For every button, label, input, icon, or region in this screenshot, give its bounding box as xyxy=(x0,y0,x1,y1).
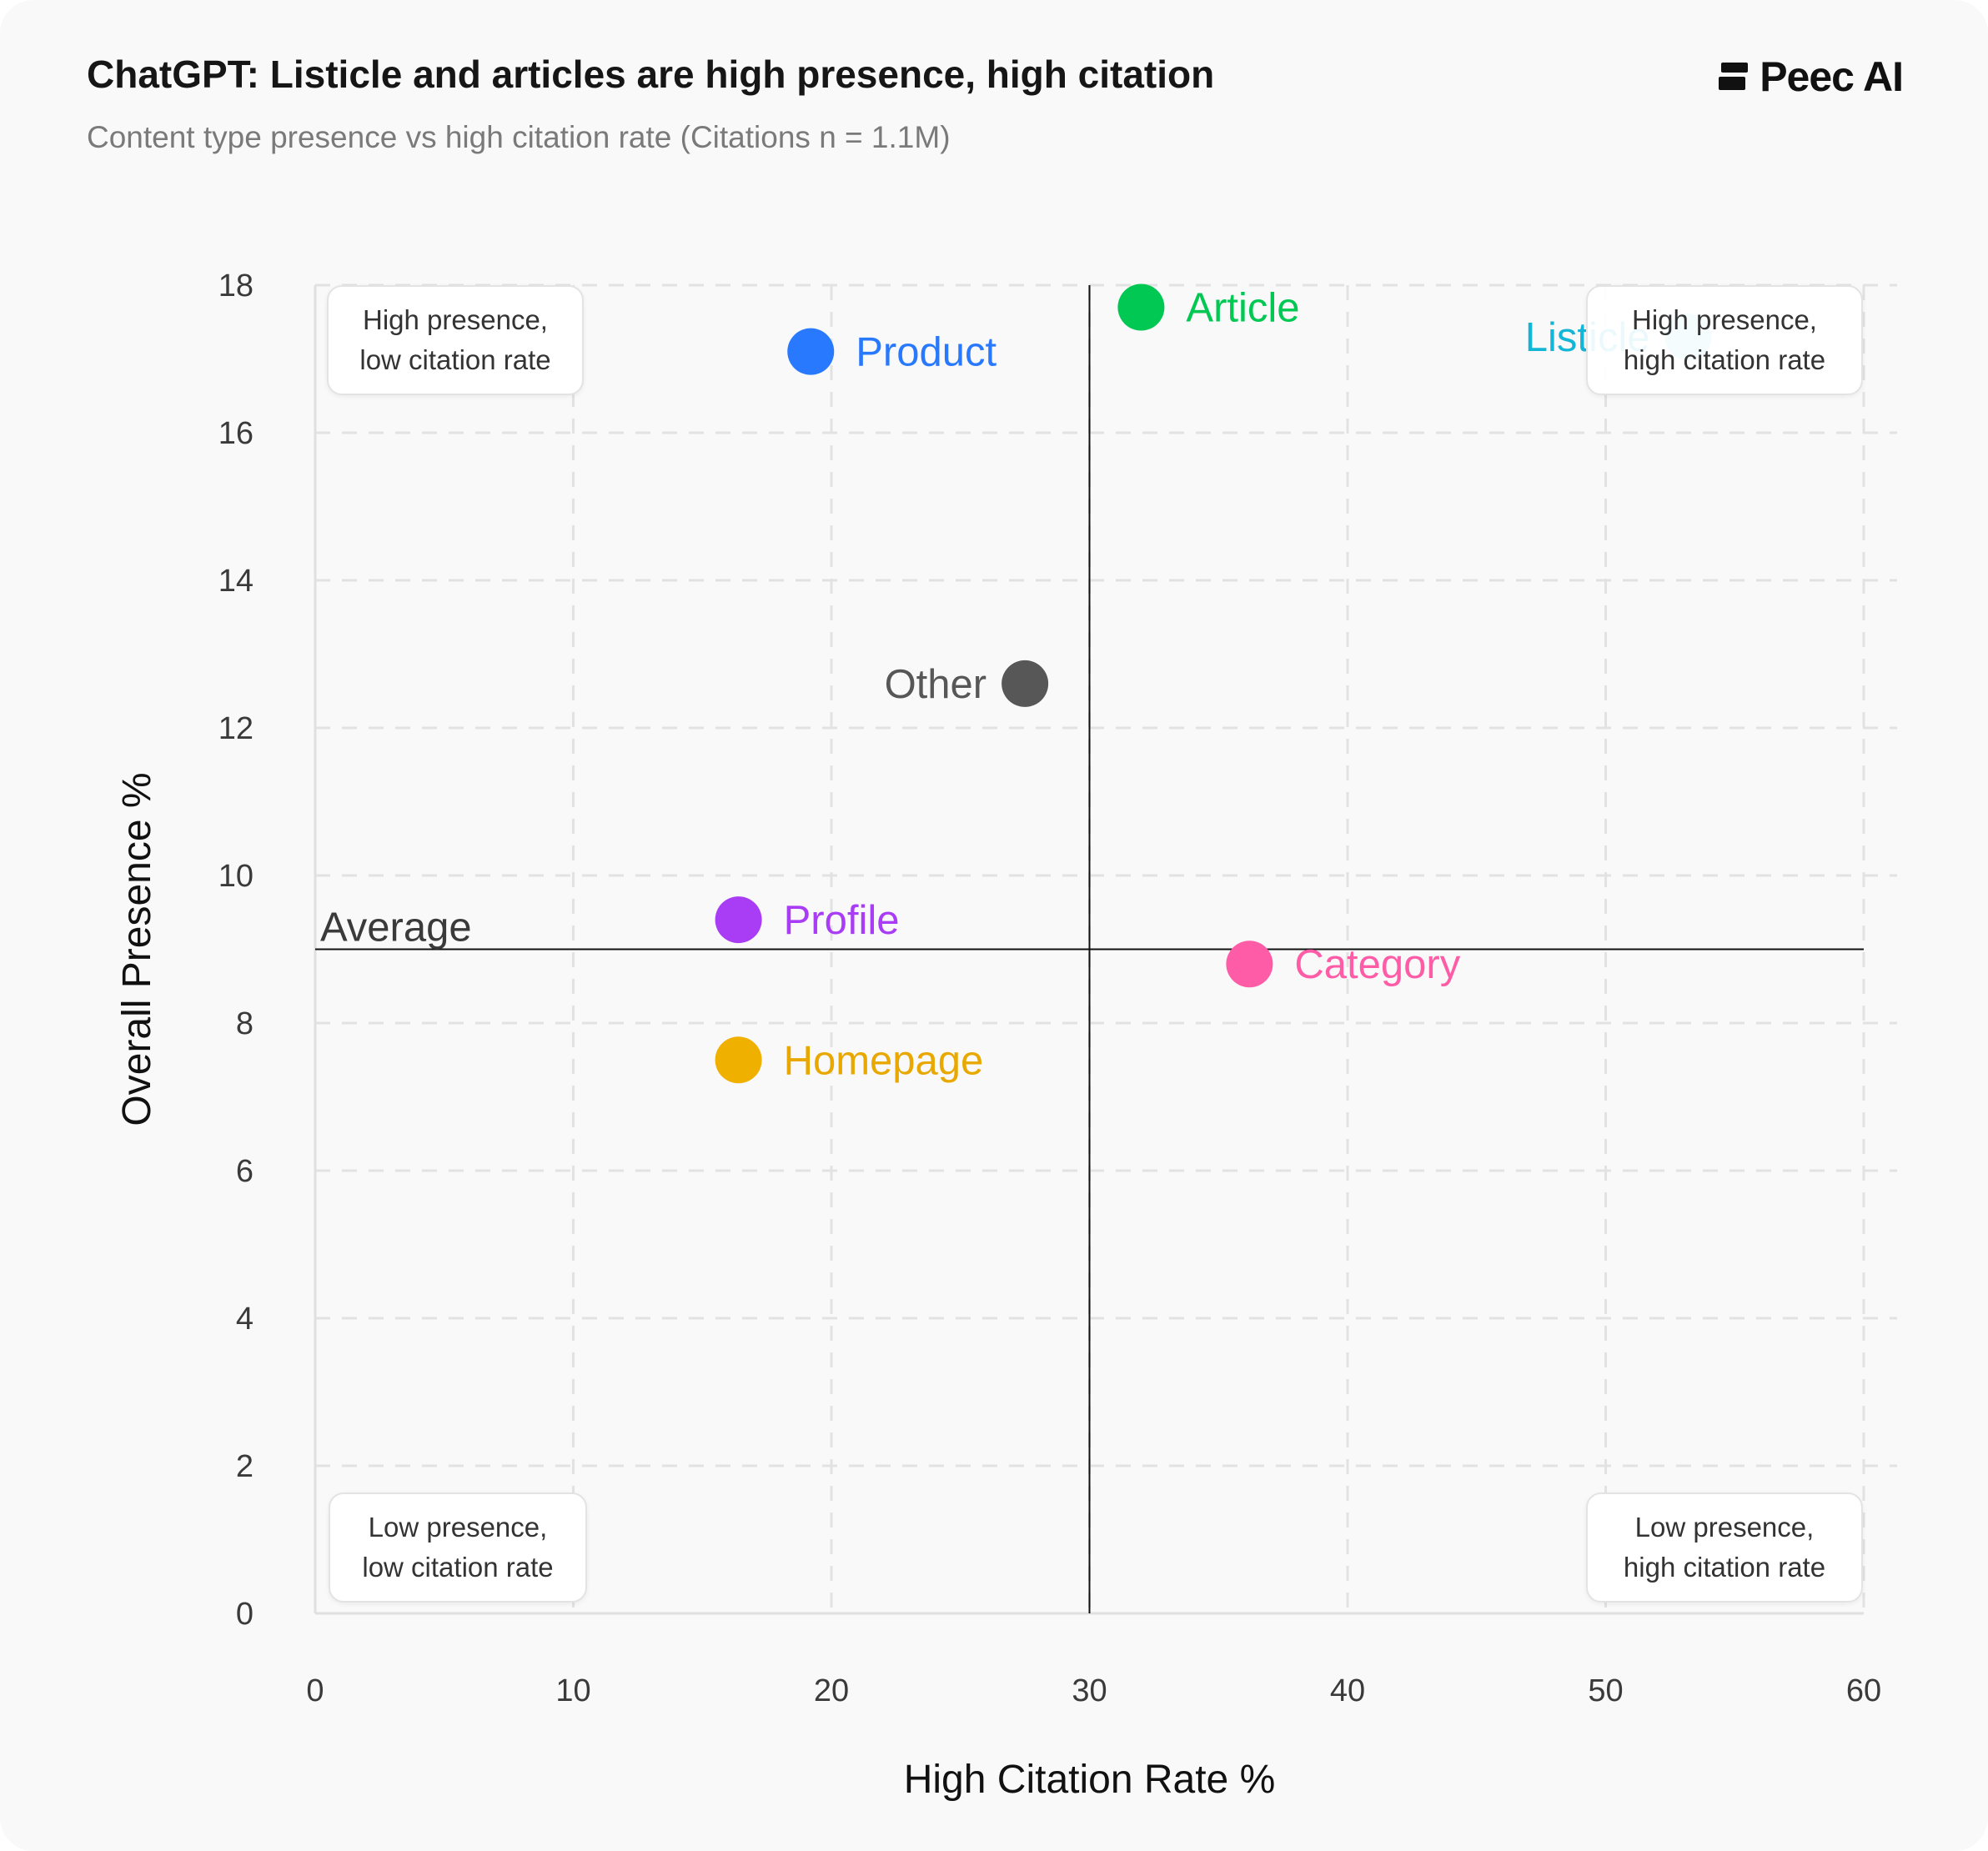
x-tick-label: 40 xyxy=(1330,1673,1365,1708)
y-tick-label: 6 xyxy=(236,1154,254,1189)
y-axis-title: Overall Presence % xyxy=(115,772,159,1126)
average-lines xyxy=(315,285,1864,1613)
point-label-other: Other xyxy=(885,662,987,707)
brand-logo: Peec AI xyxy=(1718,52,1904,102)
point-label-profile: Profile xyxy=(784,898,900,943)
data-points: ArticleProductListicleOtherProfileCatego… xyxy=(715,283,1712,1084)
tick-labels: 0 2 4 6 8 10 12 14 16 18 0 10 20 30 40 50 60 xyxy=(218,268,1881,1708)
x-tick-label: 10 xyxy=(555,1673,590,1708)
y-tick-label: 10 xyxy=(218,859,254,894)
point-homepage xyxy=(715,1036,762,1084)
y-tick-label: 2 xyxy=(236,1449,254,1484)
quadrant-label-high-presence-high-citation: High presence, high citation rate xyxy=(1586,285,1863,395)
y-tick-label: 12 xyxy=(218,711,254,746)
quadrant-label-low-presence-low-citation: Low presence, low citation rate xyxy=(329,1492,587,1603)
x-tick-label: 20 xyxy=(814,1673,849,1708)
point-label-homepage: Homepage xyxy=(784,1038,984,1083)
point-category xyxy=(1226,941,1273,988)
x-axis-title: High Citation Rate % xyxy=(904,1758,1276,1802)
y-tick-label: 0 xyxy=(236,1597,254,1632)
point-product xyxy=(787,328,835,375)
peec-logo-icon xyxy=(1719,63,1749,90)
x-tick-label: 50 xyxy=(1588,1673,1623,1708)
grid-lines xyxy=(315,283,1897,1613)
quadrant-label-high-presence-low-citation: High presence, low citation rate xyxy=(327,285,584,395)
point-label-category: Category xyxy=(1294,942,1460,987)
y-tick-label: 18 xyxy=(218,268,254,303)
x-tick-label: 60 xyxy=(1846,1673,1881,1708)
average-label: Average xyxy=(320,905,472,951)
point-label-article: Article xyxy=(1186,286,1299,331)
brand-name: Peec AI xyxy=(1760,53,1904,100)
quadrant-label-low-presence-high-citation: Low presence, high citation rate xyxy=(1586,1492,1863,1603)
point-profile xyxy=(715,896,762,944)
point-other xyxy=(1002,660,1049,707)
point-label-product: Product xyxy=(856,330,997,375)
y-tick-label: 8 xyxy=(236,1006,254,1041)
y-tick-label: 4 xyxy=(236,1302,254,1337)
chart-subtitle: Content type presence vs high citation r… xyxy=(87,120,951,154)
x-tick-label: 30 xyxy=(1072,1673,1107,1708)
y-tick-label: 16 xyxy=(218,416,254,451)
point-article xyxy=(1117,283,1165,331)
x-tick-label: 0 xyxy=(306,1673,324,1708)
chart-title: ChatGPT: Listicle and articles are high … xyxy=(87,53,1215,96)
y-tick-label: 14 xyxy=(218,564,254,599)
